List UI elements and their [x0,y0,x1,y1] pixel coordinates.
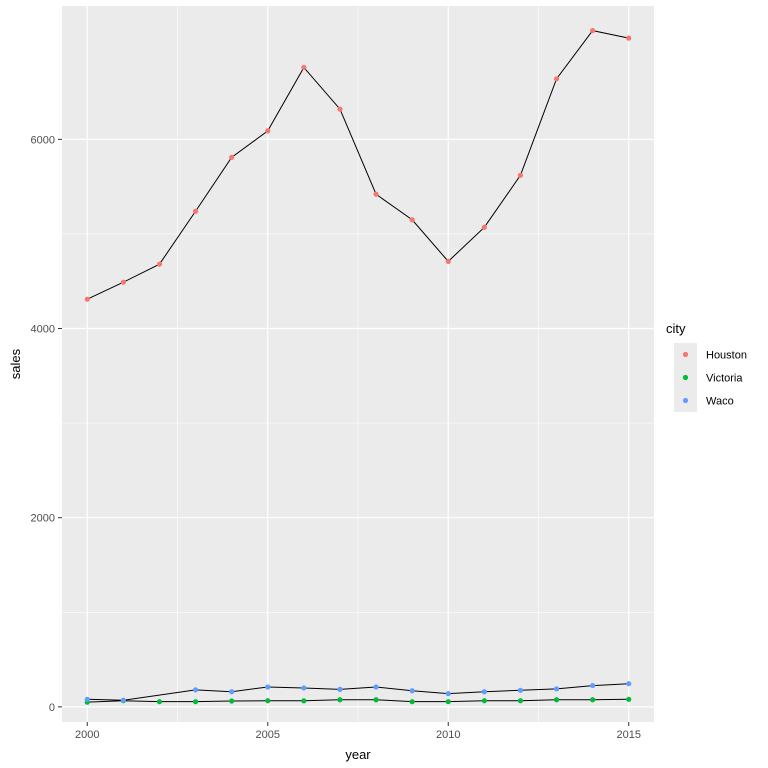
data-point-waco [301,685,307,691]
data-point-houston [337,106,343,112]
data-point-victoria [229,698,235,704]
legend-label-victoria: Victoria [706,373,743,385]
data-point-houston [481,224,487,230]
data-point-houston [517,172,524,178]
data-point-victoria [409,699,415,705]
legend-key-houston [682,351,689,358]
data-point-waco [373,684,379,690]
series-line-houston [87,30,629,300]
data-point-houston [373,191,379,197]
x-tick-label: 2015 [616,729,640,741]
data-point-waco [517,687,524,693]
data-point-victoria [265,698,271,704]
data-point-waco [409,688,415,694]
y-tick-label: 0 [49,702,55,714]
legend-label-waco: Waco [706,396,734,408]
legend-title: city [666,321,686,336]
data-point-waco [553,686,560,692]
data-point-victoria [517,698,524,704]
data-point-houston [156,261,163,267]
data-point-houston [301,64,307,71]
data-point-houston [84,296,90,302]
data-point-waco [120,697,126,703]
series-line-victoria [87,698,629,703]
data-point-victoria [337,697,343,703]
x-tick-label: 2010 [436,729,460,741]
data-point-victoria [626,696,632,702]
data-point-victoria [156,699,163,705]
data-point-victoria [301,698,307,704]
data-point-houston [590,27,596,34]
y-axis-title: sales [8,348,23,379]
legend: city Houston Victoria Waco [666,321,747,412]
y-tick-label: 6000 [31,134,55,146]
legend-label-houston: Houston [706,350,747,362]
legend-key-victoria [682,374,689,381]
data-point-houston [265,128,271,134]
axes: 2000 2005 2010 2015 0 2000 4000 6000 [31,134,641,741]
data-point-houston [553,76,560,82]
data-point-waco [590,682,596,689]
data-point-waco [84,696,90,702]
data-point-victoria [192,699,199,705]
data-point-victoria [590,697,596,703]
data-point-victoria [373,697,379,703]
data-point-waco [265,684,271,690]
data-point-waco [481,689,487,695]
data-point-waco [445,691,451,697]
x-tick-label: 2000 [75,729,99,741]
data-point-houston [409,217,415,223]
data-point-houston [120,279,126,285]
series-layer [84,27,632,705]
x-axis-title: year [345,747,371,762]
data-point-houston [626,35,632,41]
data-point-houston [445,258,451,264]
y-tick-label: 4000 [31,324,55,336]
data-point-waco [337,686,343,692]
data-point-victoria [445,699,451,705]
data-point-waco [626,681,632,687]
y-tick-label: 2000 [31,513,55,525]
data-point-waco [192,687,199,693]
legend-key-waco [682,397,689,404]
data-point-houston [229,154,235,160]
grid-lines [62,6,654,722]
data-point-houston [192,208,199,214]
data-point-victoria [481,698,487,704]
x-tick-label: 2005 [256,729,280,741]
data-point-waco [229,689,235,695]
data-point-victoria [553,697,560,703]
